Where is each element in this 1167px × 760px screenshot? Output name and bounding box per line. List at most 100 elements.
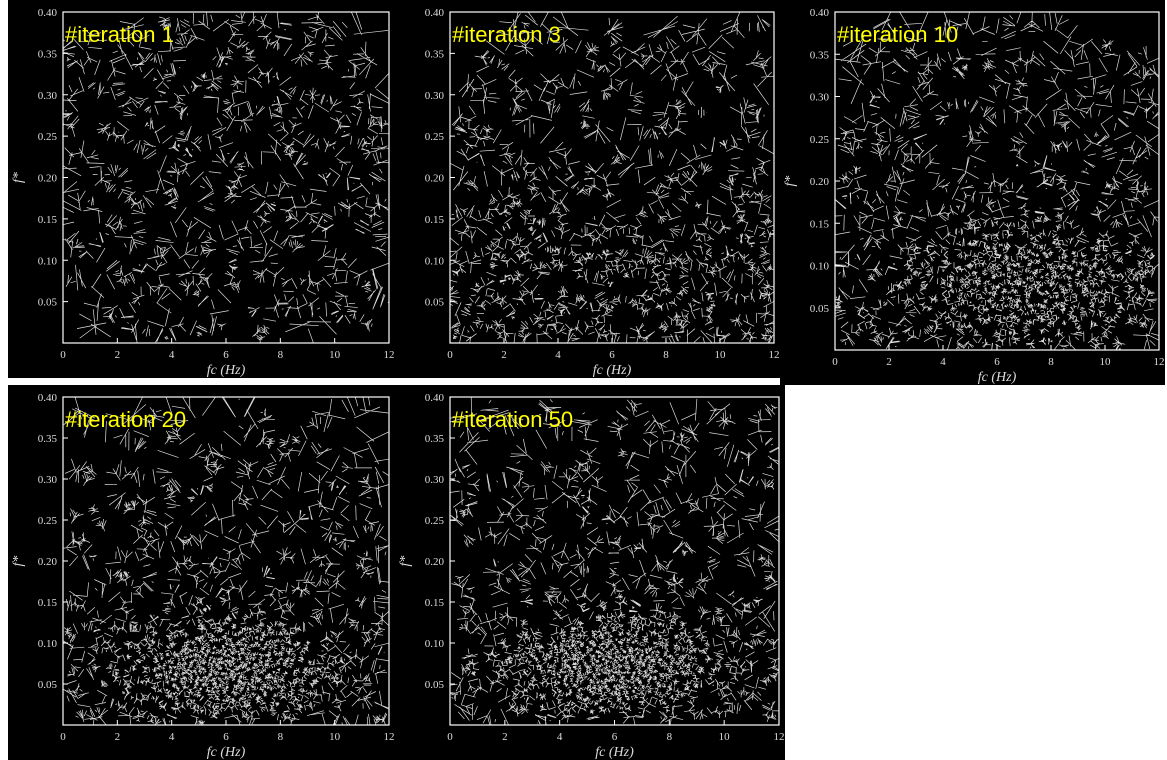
y-tick-label: 0.25 — [425, 131, 445, 143]
y-tick-label: 0.30 — [38, 90, 58, 102]
y-axis-label: f* — [11, 172, 26, 183]
y-tick-label: 0.30 — [425, 90, 445, 102]
y-tick-label: 0.20 — [38, 556, 58, 568]
panel: 0.05 0.10 0.15 0.20 0.25 0.30 0.35 0.40 0 2 4 6 8 10 1… — [8, 0, 395, 378]
x-tick-label: 0 — [447, 731, 453, 743]
y-tick-label: 0.25 — [810, 134, 830, 146]
x-tick-label: 4 — [555, 349, 561, 361]
x-tick-label: 4 — [169, 731, 175, 743]
y-tick-label: 0.25 — [38, 515, 58, 527]
x-tick-label: 0 — [60, 731, 66, 743]
x-tick-label: 12 — [384, 731, 395, 743]
plot-frame — [834, 11, 1160, 351]
y-tick-label: 0.15 — [38, 597, 58, 609]
x-tick-label: 8 — [278, 731, 284, 743]
x-tick-label: 0 — [832, 356, 838, 368]
y-tick-label: 0.20 — [425, 173, 445, 185]
x-axis-label: fc (Hz) — [595, 745, 634, 760]
y-tick-label: 0.20 — [425, 556, 445, 568]
x-tick-label: 10 — [329, 349, 341, 361]
y-tick-label: 0.10 — [38, 638, 58, 650]
y-tick-label: 0.05 — [38, 297, 58, 309]
plot-frame — [449, 11, 775, 344]
panel-title: #iteration 1 — [65, 22, 174, 47]
y-tick-label: 0.20 — [38, 173, 58, 185]
panel-title: #iteration 50 — [452, 407, 573, 432]
x-tick-label: 4 — [557, 731, 563, 743]
x-tick-label: 8 — [278, 349, 284, 361]
x-tick-label: 6 — [994, 356, 1000, 368]
y-tick-label: 0.15 — [38, 214, 58, 226]
panel: 0.05 0.10 0.15 0.20 0.25 0.30 0.35 0.40 0 2 4 6 8 10 1… — [395, 0, 780, 378]
x-tick-label: 0 — [447, 349, 453, 361]
y-tick-label: 0.05 — [425, 297, 445, 309]
panel-title: #iteration 20 — [65, 407, 186, 432]
x-axis-label: fc (Hz) — [593, 363, 632, 378]
y-tick-label: 0.15 — [425, 597, 445, 609]
x-tick-label: 0 — [60, 349, 66, 361]
panel-title: #iteration 10 — [837, 22, 958, 47]
y-tick-label: 0.30 — [810, 92, 830, 104]
y-tick-label: 0.40 — [38, 392, 58, 404]
x-tick-label: 2 — [115, 349, 121, 361]
y-tick-label: 0.40 — [810, 7, 830, 19]
y-tick-label: 0.35 — [38, 48, 58, 60]
y-axis-label: f* — [11, 556, 26, 567]
x-tick-label: 6 — [609, 349, 615, 361]
panel-title: #iteration 3 — [452, 22, 561, 47]
y-tick-label: 0.25 — [38, 131, 58, 143]
y-tick-label: 0.40 — [425, 7, 445, 19]
x-tick-label: 10 — [1100, 356, 1112, 368]
x-tick-label: 8 — [663, 349, 669, 361]
x-tick-label: 12 — [774, 731, 785, 743]
y-tick-label: 0.40 — [425, 392, 445, 404]
x-tick-label: 10 — [329, 731, 341, 743]
x-tick-label: 6 — [223, 349, 229, 361]
y-axis-label: f* — [398, 556, 413, 567]
y-tick-label: 0.05 — [38, 679, 58, 691]
voronoi-mesh — [63, 12, 389, 343]
x-axis-label: fc (Hz) — [207, 363, 246, 378]
x-tick-label: 2 — [886, 356, 892, 368]
voronoi-mesh — [450, 12, 774, 343]
y-tick-label: 0.10 — [425, 638, 445, 650]
y-tick-label: 0.10 — [38, 255, 58, 267]
x-tick-label: 6 — [612, 731, 618, 743]
x-axis-label: fc (Hz) — [978, 370, 1017, 385]
x-tick-label: 12 — [1154, 356, 1165, 368]
panel: 0.05 0.10 0.15 0.20 0.25 0.30 0.35 0.40 0 2 4 6 8 10 1… — [395, 385, 785, 760]
y-tick-label: 0.05 — [425, 679, 445, 691]
x-tick-label: 10 — [719, 731, 731, 743]
y-tick-label: 0.35 — [425, 433, 445, 445]
x-tick-label: 2 — [502, 731, 508, 743]
x-tick-label: 4 — [169, 349, 175, 361]
y-tick-label: 0.10 — [425, 255, 445, 267]
x-tick-label: 10 — [715, 349, 727, 361]
voronoi-mesh — [835, 12, 1159, 350]
y-tick-label: 0.20 — [810, 176, 830, 188]
y-tick-label: 0.40 — [38, 7, 58, 19]
x-tick-label: 2 — [115, 731, 121, 743]
y-tick-label: 0.30 — [425, 474, 445, 486]
y-tick-label: 0.35 — [425, 48, 445, 60]
y-tick-label: 0.30 — [38, 474, 58, 486]
voronoi-mesh — [63, 397, 389, 725]
panel: 0.05 0.10 0.15 0.20 0.25 0.30 0.35 0.40 0 2 4 6 8 10 1… — [8, 385, 395, 760]
y-tick-label: 0.35 — [38, 433, 58, 445]
y-tick-label: 0.15 — [810, 218, 830, 230]
x-tick-label: 2 — [501, 349, 507, 361]
y-tick-label: 0.15 — [425, 214, 445, 226]
voronoi-mesh — [450, 397, 779, 725]
y-tick-label: 0.10 — [810, 261, 830, 273]
panel: 0.05 0.10 0.15 0.20 0.25 0.30 0.35 0.40 0 2 4 6 8 10 1… — [780, 0, 1165, 385]
x-tick-label: 8 — [667, 731, 673, 743]
y-tick-label: 0.35 — [810, 49, 830, 61]
x-tick-label: 4 — [940, 356, 946, 368]
x-tick-label: 6 — [223, 731, 229, 743]
x-tick-label: 12 — [384, 349, 395, 361]
y-tick-label: 0.25 — [425, 515, 445, 527]
x-tick-label: 8 — [1048, 356, 1054, 368]
y-tick-label: 0.05 — [810, 303, 830, 315]
y-axis-label: f* — [783, 176, 798, 187]
